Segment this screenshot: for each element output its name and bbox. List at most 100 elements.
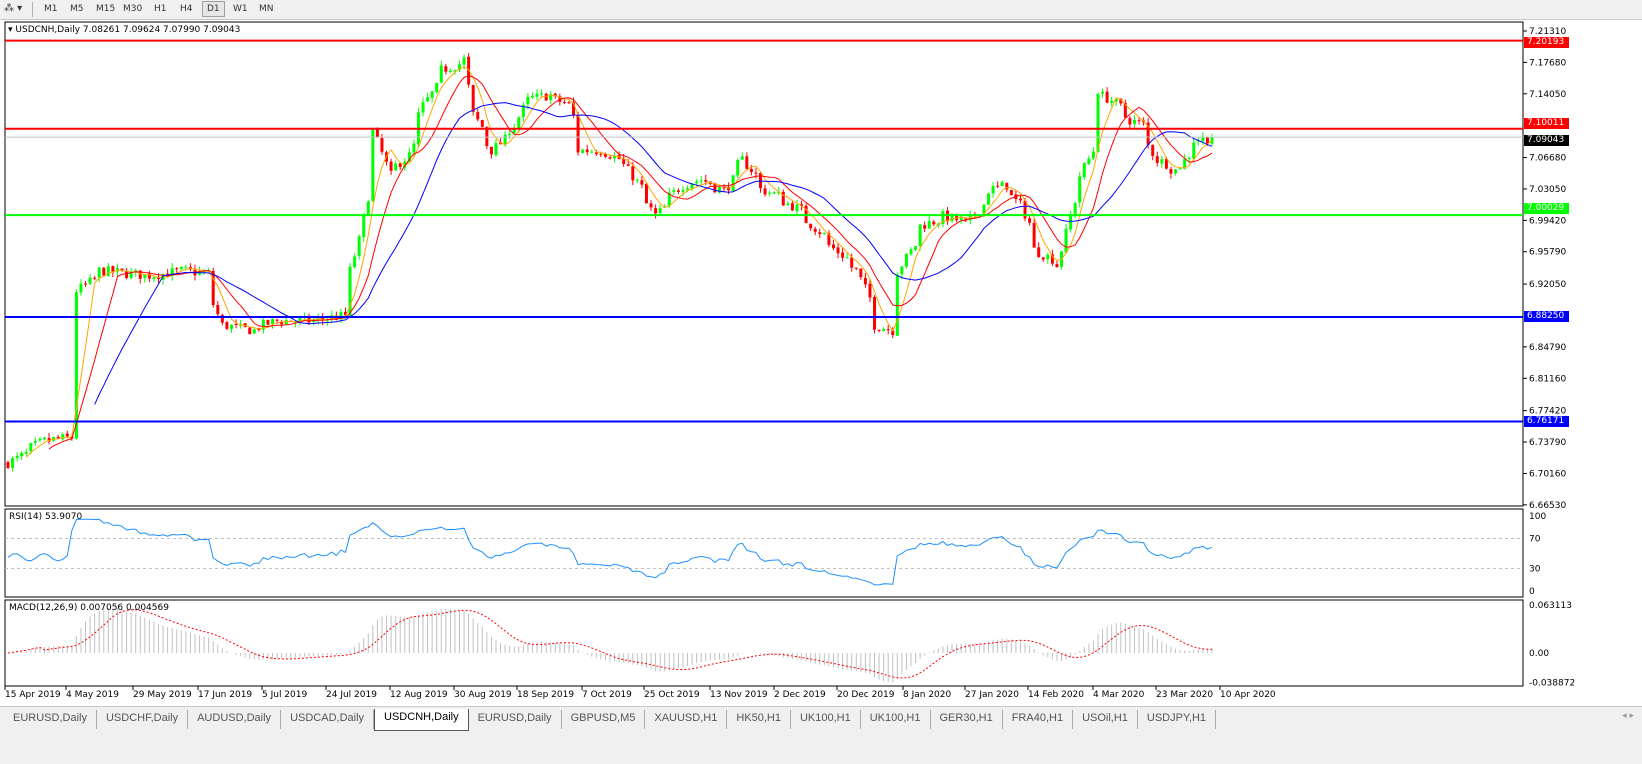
- line-studies-icon[interactable]: ⁂ ▾: [4, 3, 23, 14]
- chart-tab[interactable]: EURUSD,Daily: [469, 710, 562, 729]
- timeframe-h1-button[interactable]: H1: [154, 4, 167, 14]
- bear-candle: [93, 277, 97, 279]
- price-tick-label: 6.81160: [1529, 374, 1566, 384]
- chart-tab[interactable]: UK100,H1: [791, 710, 861, 729]
- bull-candle: [731, 175, 735, 191]
- chart-tab[interactable]: USDCNH,Daily: [374, 709, 469, 731]
- price-tick-label: 6.95790: [1529, 248, 1566, 258]
- bear-candle: [585, 149, 589, 153]
- chart-tab[interactable]: USDJPY,H1: [1138, 710, 1217, 729]
- bear-candle: [1137, 120, 1141, 122]
- timeframe-m1-button[interactable]: M1: [44, 4, 58, 14]
- bull-candle: [1069, 215, 1073, 230]
- chart-title: ▾ USDCNH,Daily 7.08261 7.09624 7.07990 7…: [8, 25, 240, 35]
- chart-tab[interactable]: UK100,H1: [861, 710, 931, 729]
- bear-candle: [644, 183, 648, 204]
- bear-candle: [47, 437, 51, 442]
- bear-candle: [1146, 122, 1150, 145]
- macd-tick-label: 0.00: [1529, 649, 1549, 659]
- bull-candle: [982, 204, 986, 215]
- bull-candle: [521, 104, 525, 118]
- ma-mid-line: [48, 75, 1213, 450]
- bull-candle: [134, 270, 138, 272]
- bull-candle: [1110, 100, 1114, 103]
- bull-candle: [1201, 136, 1205, 142]
- chart-canvas[interactable]: 7.21310 7.17680 7.14050 7.06680 7.03050 6.994…: [0, 0, 1642, 706]
- timeframe-h4-button[interactable]: H4: [180, 4, 193, 14]
- bull-candle: [1178, 168, 1182, 170]
- bull-candle: [42, 437, 46, 440]
- bear-candle: [854, 267, 858, 269]
- chart-tab[interactable]: EURUSD,Daily: [4, 710, 97, 729]
- date-tick-label: 25 Oct 2019: [644, 690, 700, 700]
- bear-candle: [243, 323, 247, 327]
- bull-candle: [74, 292, 78, 439]
- bull-candle: [1101, 91, 1105, 94]
- bear-candle: [763, 188, 767, 195]
- bull-candle: [357, 236, 361, 256]
- bear-candle: [800, 204, 804, 207]
- date-tick-label: 2 Dec 2019: [774, 690, 826, 700]
- timeframe-w1-button[interactable]: W1: [233, 4, 248, 14]
- bull-candle: [184, 266, 188, 268]
- bear-candle: [868, 283, 872, 298]
- bear-candle: [111, 266, 115, 273]
- bull-candle: [494, 143, 498, 156]
- date-tick-label: 20 Dec 2019: [837, 690, 895, 700]
- bull-candle: [24, 452, 28, 454]
- chart-tab[interactable]: USDCHF,Daily: [97, 710, 189, 729]
- chart-tab[interactable]: HK50,H1: [727, 710, 791, 729]
- timeframe-m15-button[interactable]: M15: [96, 4, 116, 14]
- bear-candle: [1123, 102, 1127, 118]
- bull-candle: [927, 221, 931, 229]
- rsi-tick-label: 70: [1529, 535, 1541, 545]
- bull-candle: [987, 193, 991, 205]
- timeframe-m5-button[interactable]: M5: [70, 4, 84, 14]
- rsi-tick-label: 30: [1529, 565, 1541, 575]
- timeframe-d1-button[interactable]: D1: [202, 1, 225, 17]
- symbol-ohlc: USDCNH,Daily 7.08261 7.09624 7.07990 7.0…: [15, 25, 241, 35]
- macd-tick-label: 0.063113: [1529, 601, 1572, 611]
- bull-candle: [1196, 140, 1200, 142]
- bear-candle: [626, 164, 630, 166]
- bear-candle: [722, 187, 726, 189]
- bull-candle: [106, 266, 110, 276]
- level-price-tag: 6.76171: [1524, 415, 1569, 427]
- chart-tab[interactable]: GBPUSD,M5: [562, 710, 646, 729]
- bull-candle: [695, 181, 699, 184]
- timeframe-mn-button[interactable]: MN: [259, 4, 274, 14]
- chart-tab[interactable]: GER30,H1: [931, 710, 1003, 729]
- bull-candle: [143, 274, 147, 279]
- chart-tab[interactable]: USOil,H1: [1073, 710, 1138, 729]
- bull-candle: [29, 443, 33, 452]
- bull-candle: [152, 277, 156, 280]
- bear-candle: [175, 268, 179, 270]
- bear-candle: [562, 102, 566, 104]
- bear-candle: [594, 152, 598, 155]
- chart-tab[interactable]: FRA40,H1: [1003, 710, 1074, 729]
- ma-fast-line: [25, 66, 1213, 458]
- bear-candle: [676, 190, 680, 192]
- bear-candle: [120, 268, 124, 271]
- tab-row: EURUSD,Daily USDCHF,Daily AUDUSD,Daily USDC…: [4, 709, 1217, 731]
- chart-tab[interactable]: XAUUSD,H1: [645, 710, 728, 729]
- bear-candle: [1105, 91, 1109, 103]
- bear-candle: [1018, 198, 1022, 201]
- bear-candle: [1169, 169, 1173, 174]
- price-tick-label: 7.14050: [1529, 90, 1566, 100]
- chart-tab[interactable]: AUDUSD,Daily: [188, 710, 282, 729]
- collapse-arrow-icon[interactable]: ▾: [8, 25, 16, 35]
- bull-candle: [1183, 158, 1187, 169]
- toolbar-separator: [32, 2, 33, 17]
- bear-candle: [850, 257, 854, 268]
- bear-candle: [1205, 136, 1209, 144]
- timeframe-m30-button[interactable]: M30: [123, 4, 143, 14]
- bull-candle: [1114, 98, 1118, 102]
- price-tick-label: 7.03050: [1529, 185, 1566, 195]
- tab-scroll-arrows[interactable]: ◂ ▸: [1622, 711, 1634, 721]
- bear-candle: [248, 327, 252, 335]
- chart-window[interactable]: [0, 20, 1642, 706]
- rsi-tick-label: 100: [1529, 512, 1546, 522]
- bear-candle: [572, 102, 576, 115]
- chart-tab[interactable]: USDCAD,Daily: [281, 710, 375, 729]
